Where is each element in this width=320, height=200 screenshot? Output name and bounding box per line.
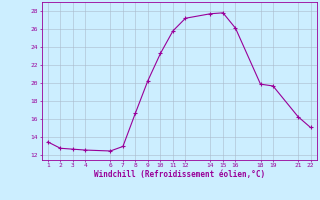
X-axis label: Windchill (Refroidissement éolien,°C): Windchill (Refroidissement éolien,°C) [94,170,265,179]
